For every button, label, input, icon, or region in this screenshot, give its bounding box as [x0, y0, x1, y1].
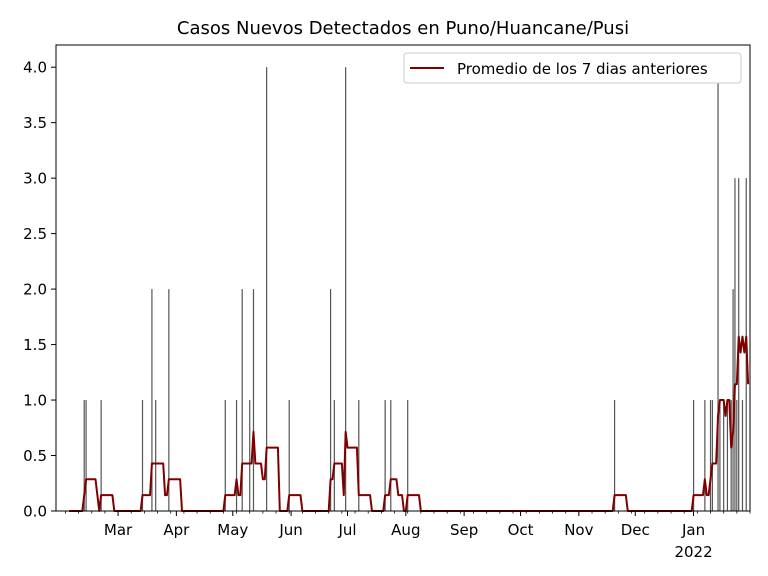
legend: Promedio de los 7 dias anteriores [403, 52, 742, 84]
bar-27 [719, 400, 721, 511]
bar-1 [85, 400, 87, 511]
bar-6 [168, 289, 170, 511]
x-tick-label-9: Dec [621, 521, 650, 539]
x-tick-sublabel-10: 2022 [674, 543, 712, 561]
y-axis: 0.0 0.5 1.0 1.5 2.0 2.5 3.0 3.5 4.0 [23, 59, 56, 521]
bar-21 [613, 400, 616, 511]
bar-series [83, 67, 747, 511]
bar-19 [390, 400, 392, 511]
bar-24 [709, 400, 712, 511]
x-tick-label-10: Jan [681, 521, 705, 539]
bar-20 [407, 400, 409, 511]
plot-frame [55, 44, 751, 512]
x-tick-label-6: Sep [450, 521, 478, 539]
legend-box [403, 52, 742, 84]
bar-4 [151, 289, 153, 511]
bar-23 [704, 400, 706, 511]
y-tick-label-2: 1.0 [23, 392, 47, 410]
x-tick-label-8: Nov [564, 521, 593, 539]
x-tick-label-2: May [217, 521, 248, 539]
bar-10 [249, 400, 251, 511]
y-tick-label-3: 1.5 [23, 336, 47, 354]
y-tick-label-1: 0.5 [23, 447, 47, 465]
bar-31 [732, 289, 734, 511]
bar-7 [224, 400, 226, 511]
x-tick-label-3: Jun [278, 521, 302, 539]
bar-0 [83, 400, 85, 511]
x-axis: Mar Apr May Jun Jul Aug Sep Oct Nov Dec Jan 2022 [65, 511, 751, 561]
y-tick-label-0: 0.0 [23, 503, 47, 521]
bar-11 [252, 289, 255, 511]
x-tick-label-0: Mar [104, 521, 133, 539]
y-tick-label-4: 2.0 [23, 281, 47, 299]
y-tick-label-7: 3.5 [23, 114, 47, 132]
bar-33 [736, 400, 738, 511]
x-tick-label-5: Aug [391, 521, 420, 539]
bar-5 [155, 400, 157, 511]
bar-17 [358, 400, 360, 511]
bar-3 [141, 400, 144, 511]
bar-9 [241, 289, 243, 511]
bar-18 [384, 400, 386, 511]
x-tick-label-4: Jul [337, 521, 356, 539]
bar-15 [333, 400, 335, 511]
bar-35 [741, 400, 744, 511]
x-tick-label-7: Oct [508, 521, 534, 539]
bar-2 [100, 400, 102, 511]
y-tick-label-8: 4.0 [23, 59, 47, 77]
bar-30 [730, 400, 732, 511]
x-tick-label-1: Apr [163, 521, 190, 539]
chart-title: Casos Nuevos Detectados en Puno/Huancane… [177, 18, 629, 39]
bar-32 [734, 178, 736, 511]
bar-14 [329, 289, 332, 511]
bar-16 [345, 67, 347, 511]
bar-25 [711, 400, 713, 511]
y-tick-label-5: 2.5 [23, 225, 47, 243]
bar-28 [723, 400, 725, 511]
bar-8 [235, 400, 238, 511]
bar-22 [692, 400, 695, 511]
bar-29 [726, 400, 729, 511]
legend-label: Promedio de los 7 dias anteriores [457, 60, 708, 78]
bar-26 [717, 67, 719, 511]
y-tick-label-6: 3.0 [23, 170, 47, 188]
bar-12 [266, 67, 268, 511]
bar-13 [288, 400, 290, 511]
